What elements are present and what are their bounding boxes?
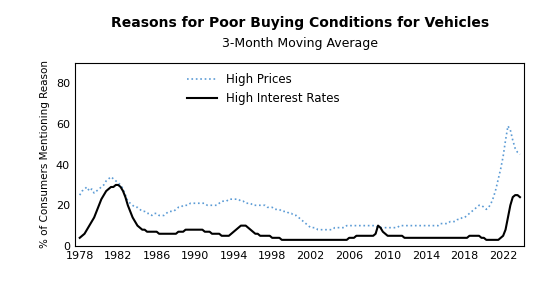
High Prices bbox=[315, 228, 321, 231]
Text: Reasons for Poor Buying Conditions for Vehicles: Reasons for Poor Buying Conditions for V… bbox=[111, 16, 488, 30]
High Interest Rates bbox=[112, 183, 119, 187]
High Interest Rates bbox=[250, 230, 256, 233]
High Prices bbox=[226, 197, 232, 201]
High Prices bbox=[279, 210, 285, 213]
High Interest Rates bbox=[509, 195, 516, 199]
High Interest Rates bbox=[517, 195, 523, 199]
High Prices bbox=[247, 202, 254, 205]
High Interest Rates bbox=[77, 236, 83, 240]
High Prices bbox=[505, 124, 511, 128]
High Prices bbox=[517, 153, 523, 156]
Line: High Prices: High Prices bbox=[80, 126, 520, 230]
High Prices bbox=[81, 187, 88, 191]
Line: High Interest Rates: High Interest Rates bbox=[80, 185, 520, 240]
High Interest Rates bbox=[81, 232, 88, 235]
High Prices bbox=[77, 193, 83, 197]
Legend: High Prices, High Interest Rates: High Prices, High Interest Rates bbox=[182, 68, 345, 110]
Text: 3-Month Moving Average: 3-Month Moving Average bbox=[221, 37, 378, 50]
High Interest Rates bbox=[279, 238, 285, 242]
High Prices bbox=[514, 151, 521, 154]
High Prices bbox=[509, 138, 516, 142]
High Interest Rates bbox=[284, 238, 290, 242]
High Interest Rates bbox=[514, 193, 521, 197]
High Interest Rates bbox=[228, 232, 234, 235]
Y-axis label: % of Consumers Mentioning Reason: % of Consumers Mentioning Reason bbox=[40, 60, 50, 249]
